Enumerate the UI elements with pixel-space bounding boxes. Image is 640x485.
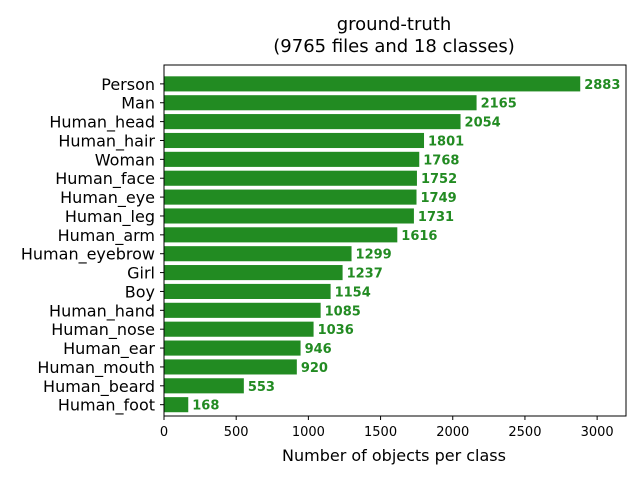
bar-value-label: 946 [305,342,332,357]
category-label: Person [101,75,155,94]
bar-value-label: 2054 [465,116,501,131]
bar [164,302,321,318]
bar [164,170,417,186]
x-tick-label: 2000 [436,425,469,440]
bar [164,246,352,262]
bar [164,321,314,337]
x-tick-label: 1500 [364,425,397,440]
category-label: Human_eyebrow [21,245,155,265]
category-label: Human_hand [49,301,155,321]
x-axis-label: Number of objects per class [282,446,506,465]
category-label: Human_ear [63,339,155,359]
x-tick-label: 3000 [581,425,614,440]
bar-value-label: 1801 [428,134,464,149]
bar [164,227,398,243]
bar [164,114,461,130]
bar [164,189,417,205]
category-label: Human_face [55,169,155,189]
plot-frame [163,64,627,417]
chart-title: ground-truth [337,14,452,35]
bar [164,378,244,394]
bar [164,132,425,149]
bar-value-label: 2883 [584,78,620,93]
category-label: Human_nose [51,320,155,340]
bar-value-label: 553 [248,380,275,395]
bar [164,340,301,356]
bar-value-label: 1085 [325,304,361,319]
bar-value-label: 1752 [421,172,457,187]
bar-value-label: 168 [192,399,219,414]
bar [164,95,477,111]
chart-subtitle: (9765 files and 18 classes) [273,36,514,57]
x-tick-label: 500 [224,425,249,440]
category-label: Human_mouth [37,358,155,378]
x-tick-label: 2500 [508,425,541,440]
category-label: Human_head [49,113,155,133]
category-label: Human_eye [60,188,155,208]
bar-value-label: 2165 [481,97,517,112]
category-label: Girl [127,264,155,283]
x-tick-label: 1000 [292,425,325,440]
bar [164,283,331,299]
bar [164,208,414,224]
category-label: Boy [125,282,155,301]
category-label: Human_hair [58,131,155,151]
bar-value-label: 1036 [318,323,354,338]
bar-value-label: 1749 [421,191,457,206]
category-label: Woman [95,150,155,169]
bar [164,76,581,92]
bar-value-label: 1768 [423,153,459,168]
category-label: Human_arm [58,226,155,246]
bar [164,265,343,281]
category-label: Human_foot [58,396,155,416]
bar-value-label: 1154 [335,285,371,300]
category-label: Man [121,94,155,113]
category-label: Human_leg [65,207,155,227]
x-tick-label: 0 [160,425,168,440]
bar-value-label: 1299 [356,248,392,263]
bar-value-label: 920 [301,361,328,376]
bar-value-label: 1237 [347,267,383,282]
bar-value-label: 1616 [401,229,437,244]
category-label: Human_beard [43,377,155,397]
axes-layer: PersonManHuman_headHuman_hairWomanHuman_… [21,64,627,440]
bar-value-label: 1731 [418,210,454,225]
bar [164,151,420,167]
bar [164,359,297,375]
bar [164,397,189,413]
